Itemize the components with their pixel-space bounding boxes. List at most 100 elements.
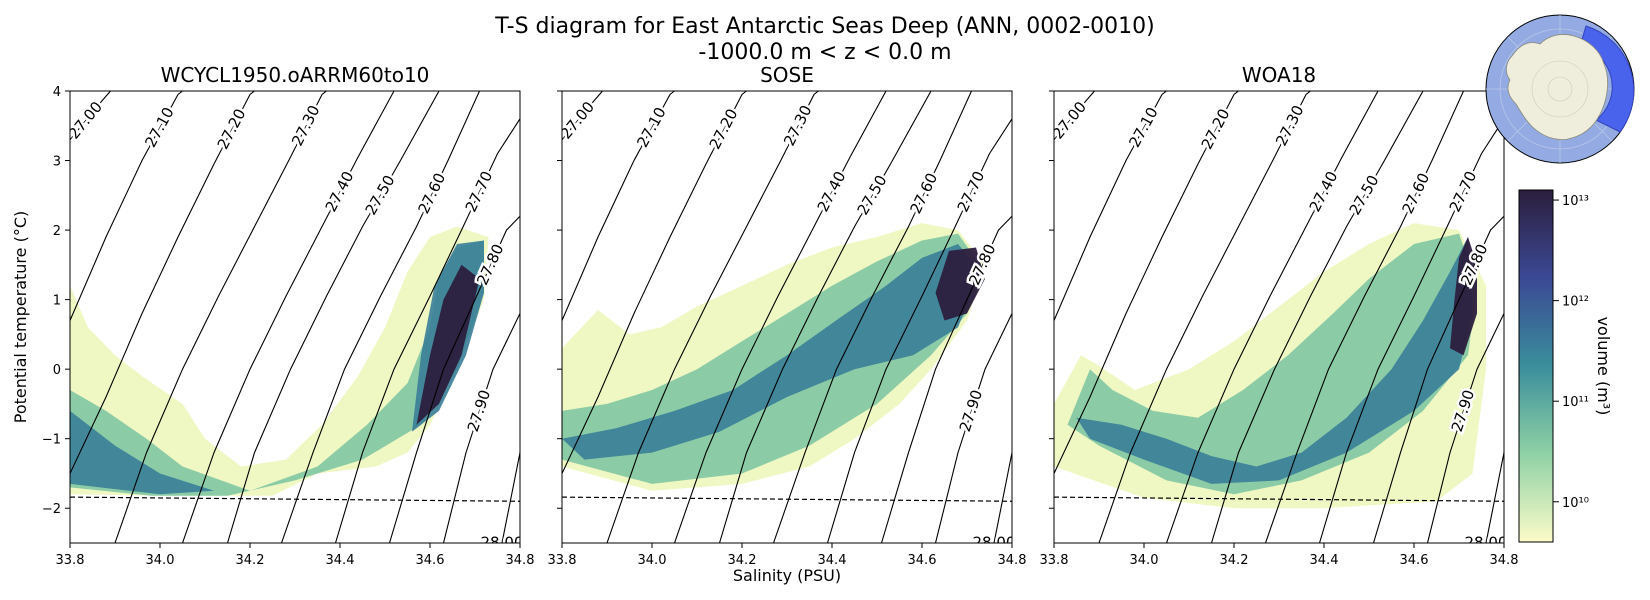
freezing-line [70,496,520,502]
isopycnal-label: 27.60 [906,170,941,217]
y-tick-label: −2 [42,502,61,517]
x-tick-label: 34.0 [1130,553,1159,568]
isopycnal-27.90 [442,313,520,543]
isopycnal-27.50 [1210,91,1424,543]
isopycnal-label: 27.70 [1446,168,1481,215]
isopycnal-label: 27.50 [1346,172,1383,218]
isopycnal-label: 27.90 [956,388,986,434]
colorbar-ticks: 10¹⁰ 10¹¹ 10¹² 10¹³ [1553,194,1589,511]
panel-title: SOSE [760,63,814,87]
x-tick-label: 34.2 [1220,553,1249,568]
density-contours [562,91,1012,543]
isopycnal-27.90 [934,313,1012,543]
colorbar-tick-label: 10¹³ [1562,194,1589,209]
isopycnal-label: 27.70 [954,168,989,215]
isopycnal-27.30 [606,91,819,543]
isopycnal-label: 27.10 [633,104,669,150]
isopycnal-27.60 [1264,91,1465,543]
isopycnal-label: 27.70 [462,168,497,215]
y-axis [557,90,562,509]
isopycnal-27.40 [673,91,887,543]
isopycnal-label: 28.00 [973,534,1016,552]
isopycnal-27.10 [1054,91,1167,321]
isopycnal-label: 27.00 [1049,98,1090,143]
volume-region-level-3 [70,410,214,495]
isopycnal-label: 27.40 [322,168,358,214]
isopycnal-27.70 [1318,118,1504,543]
panel-woa18: WOA18 27.00 27.10 27.20 27.30 27.40 27.50 27.6… [1040,63,1519,568]
y-axis [1049,90,1054,509]
isopycnal-label: 27.00 [65,98,106,143]
isopycnal-label: 27.60 [414,170,449,217]
isopycnal-27.20 [70,91,255,474]
isopycnal-label: 27.30 [1272,102,1307,148]
isopycnal-label: 27.20 [214,106,250,152]
volume-region-level-2 [70,240,484,496]
isopycnal-27.30 [1098,91,1311,543]
heatmap-layer [1054,223,1486,509]
isopycnal-label: 27.00 [557,98,598,143]
isopycnal-27.00 [562,91,603,141]
isopycnal-27.60 [280,91,481,543]
figure-title-line1: T-S diagram for East Antarctic Seas Deep… [494,14,1155,39]
volume-region-level-4 [935,247,985,321]
figure-title-line2: -1000.0 m < z < 0.0 m [698,40,951,65]
volume-region-level-3 [562,244,981,460]
y-axis-label: Potential temperature (°C) [11,211,30,424]
y-tick-label: −1 [42,433,61,448]
x-axis-label: Salinity (PSU) [733,566,841,585]
isopycnal-label: 27.10 [141,104,177,150]
isopycnal-label: 27.90 [464,388,494,434]
colorbar-tick-label: 10¹⁰ [1562,496,1589,511]
isopycnal-27.30 [114,91,327,543]
colorbar-tick-label: 10¹² [1562,295,1589,310]
y-axis: −2 −1 0 1 2 3 4 [42,85,70,517]
isopycnal-27.10 [562,91,675,321]
isopycnal-27.40 [181,91,395,543]
isopycnal-27.60 [772,91,973,543]
x-tick-label: 33.8 [56,553,85,568]
map-graticule-land [1531,60,1589,118]
x-axis: 33.8 34.0 34.2 34.4 34.6 34.8 [1040,543,1519,568]
x-tick-label: 34.8 [1490,553,1519,568]
isopycnal-label: 27.40 [1306,168,1342,214]
panel-model: WCYCL1950.oARRM60to10 27.00 27.10 27.20 27.… [42,63,535,568]
isopycnal-label: 27.10 [1125,104,1161,150]
isopycnal-27.80 [388,215,520,543]
isopycnal-label: 27.20 [1198,106,1234,152]
colorbar-label: volume (m³) [1594,317,1613,416]
isopycnal-label: 28.00 [1465,534,1508,552]
panel-title: WOA18 [1242,63,1316,87]
density-contours [1054,91,1504,543]
x-tick-label: 34.6 [416,553,445,568]
isopycnal-27.20 [1054,91,1239,474]
y-tick-label: 2 [53,224,61,239]
y-tick-label: 4 [53,85,61,100]
isopycnal-label: 27.20 [706,106,742,152]
colorbar-gradient [1518,189,1554,543]
x-tick-label: 33.8 [548,553,577,568]
isopycnal-27.00 [70,91,111,141]
volume-region-level-4 [1450,237,1477,356]
isopycnal-27.80 [880,215,1012,543]
isopycnal-label: 27.30 [780,102,815,148]
isopycnal-label: 28.00 [481,534,524,552]
isopycnal-28.00 [993,452,1012,543]
panel-title: WCYCL1950.oARRM60to10 [161,63,430,87]
isopycnal-27.10 [70,91,183,321]
isopycnal-27.40 [1165,91,1379,543]
y-tick-label: 1 [53,294,61,309]
isopycnal-28.00 [1485,452,1504,543]
freezing-line [1054,496,1504,502]
x-tick-label: 34.0 [638,553,667,568]
isopycnal-label: 27.40 [814,168,850,214]
volume-region-level-4 [416,264,480,425]
isopycnal-label: 27.60 [1398,170,1433,217]
panel-sose: SOSE 27.00 27.10 27.20 27.30 27.40 27.50 27.60… [548,63,1027,568]
isopycnal-27.00 [1054,91,1095,141]
heatmap-layer [562,223,985,491]
x-tick-label: 34.4 [1310,553,1339,568]
x-tick-label: 33.8 [1040,553,1069,568]
isopycnal-27.70 [826,118,1012,543]
